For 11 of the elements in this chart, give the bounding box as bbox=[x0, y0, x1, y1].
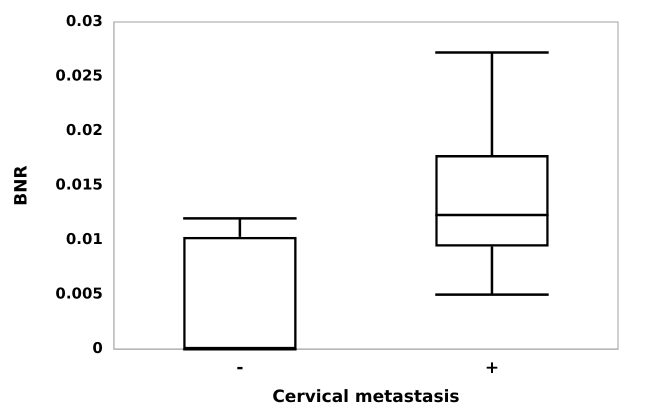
y-tick-label: 0.005 bbox=[55, 284, 103, 303]
y-tick-label: 0.01 bbox=[66, 230, 103, 248]
x-tick-label: - bbox=[236, 358, 244, 378]
y-tick-label: 0 bbox=[92, 339, 103, 358]
y-tick-label: 0.03 bbox=[66, 12, 103, 30]
y-tick-label: 0.02 bbox=[66, 120, 103, 139]
y-axis-title: BNR bbox=[12, 165, 32, 206]
y-tick-label: 0.015 bbox=[55, 175, 103, 194]
y-tick-label: 0.025 bbox=[55, 66, 103, 84]
x-axis-title: Cervical metastasis bbox=[272, 387, 460, 408]
x-tick-label: + bbox=[484, 358, 500, 378]
